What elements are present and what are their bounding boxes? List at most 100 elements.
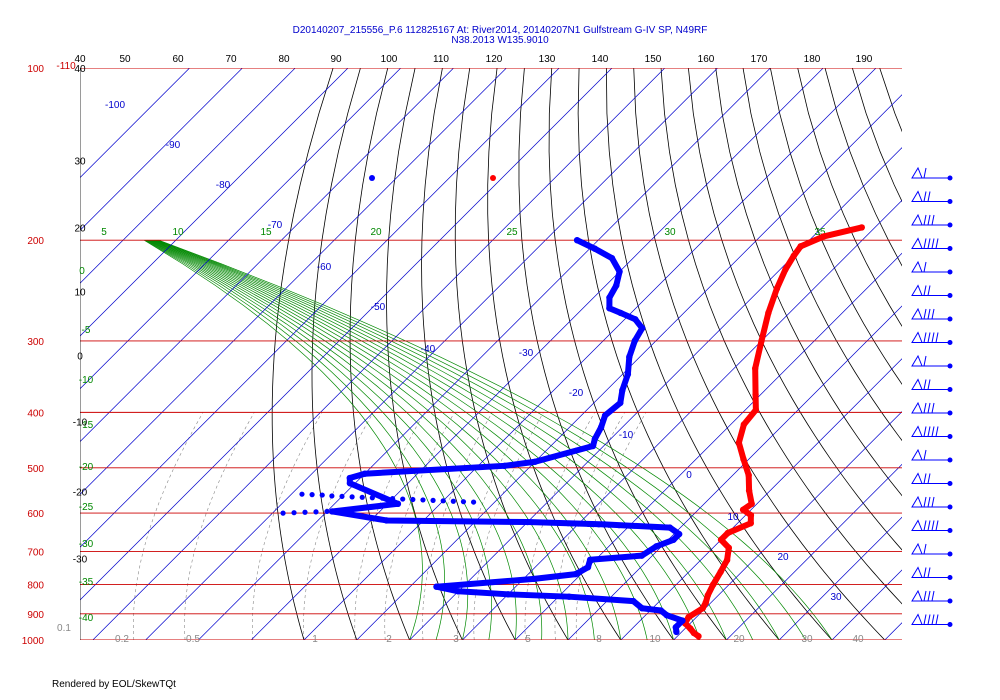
chart-subtitle: N38.2013 W135.9010 xyxy=(451,35,549,46)
wind-barb-flag xyxy=(931,214,935,226)
wind-barb-flag xyxy=(923,473,927,484)
moist-adiabat-label: -25 xyxy=(79,502,94,513)
mixing-ratio-label: 20 xyxy=(733,634,745,645)
wind-barb-flag xyxy=(923,191,927,202)
isotherm-label: -70 xyxy=(268,220,283,231)
wind-barb-flag xyxy=(923,238,927,249)
wind-barb-flag xyxy=(923,567,927,578)
wind-barb-flag xyxy=(927,379,931,390)
dewpoint-sparse-point xyxy=(626,523,632,529)
wind-barb xyxy=(911,378,953,392)
dewpoint-sparse-point xyxy=(450,498,456,504)
wind-barb-flag xyxy=(927,520,931,531)
dewpoint-sparse-point xyxy=(280,510,286,516)
left-axis-label: -20 xyxy=(73,487,88,498)
dewpoint-sparse-point xyxy=(389,496,396,502)
dewpoint-sparse-point xyxy=(596,522,602,528)
wind-barb-flag xyxy=(923,214,927,226)
dry-adiabat-label: 20 xyxy=(370,227,382,238)
wind-barb-pennant xyxy=(911,448,923,461)
dewpoint-sparse-point xyxy=(440,498,446,504)
wind-barb-flag xyxy=(923,449,927,461)
dewpoint-sparse-point xyxy=(410,496,416,503)
left-axis-label: 40 xyxy=(74,64,86,75)
pressure-tick-label: 300 xyxy=(27,337,44,348)
moist-adiabat-line xyxy=(144,239,446,640)
isotherm-line xyxy=(778,516,902,640)
chart-title: D20140207_215556_P.6 112825167 At: River… xyxy=(293,25,708,36)
wind-barb-pennant xyxy=(911,425,923,437)
isotherm-label: -10 xyxy=(619,430,634,441)
dewpoint-sparse-point xyxy=(349,494,355,500)
dry-adiabat-line xyxy=(548,68,727,640)
wind-barb-flag xyxy=(931,332,935,343)
wind-barb-flag xyxy=(923,332,927,343)
wind-barb-flag xyxy=(923,308,927,320)
top-temperature-tick: 170 xyxy=(751,54,768,65)
mixing-ratio-label: 3 xyxy=(453,634,459,645)
isotherm-line xyxy=(80,68,613,601)
wind-barb xyxy=(911,307,953,322)
wind-barb-dot xyxy=(947,575,953,580)
top-temperature-tick: 160 xyxy=(698,54,715,65)
pressure-tick-label: 500 xyxy=(27,464,44,475)
mixing-ratio-label: 0.2 xyxy=(115,634,129,645)
pressure-tick-label: 900 xyxy=(27,610,44,621)
mixing-ratio-label: 1 xyxy=(312,634,318,645)
wind-barb xyxy=(911,237,953,251)
moist-adiabat-line xyxy=(152,239,648,640)
wind-barb-flag xyxy=(927,332,931,343)
wind-barb-flag xyxy=(935,426,939,437)
top-temperature-tick: 150 xyxy=(645,54,662,65)
wind-barb-flag xyxy=(927,426,931,437)
dewpoint-sparse-point xyxy=(369,495,375,501)
dewpoint-sparse-point xyxy=(535,519,541,526)
top-temperature-tick: 120 xyxy=(486,54,503,65)
dewpoint-sparse-point xyxy=(309,492,315,498)
wind-barb-dot xyxy=(947,434,953,439)
wind-barb-flag xyxy=(923,402,927,414)
wind-barb xyxy=(911,213,953,228)
wind-barb-pennant xyxy=(911,589,923,602)
pressure-tick-label: 400 xyxy=(27,408,44,419)
moist-adiabat-label: -5 xyxy=(82,325,91,336)
dewpoint-sparse-point xyxy=(400,496,406,502)
isotherm-label: -100 xyxy=(105,100,125,111)
wind-barb-dot xyxy=(947,246,953,251)
dry-adiabat-label: 30 xyxy=(664,227,676,238)
wind-barb-dot xyxy=(947,175,953,181)
temperature-isolated-point xyxy=(490,175,496,181)
wind-barb xyxy=(911,354,953,369)
isotherm-line xyxy=(726,463,902,640)
dewpoint-sparse-point xyxy=(313,509,319,515)
wind-barb-flag xyxy=(927,214,931,226)
wind-barb-pennant xyxy=(911,284,923,296)
wind-barb-pennant xyxy=(911,519,923,531)
wind-barb xyxy=(911,495,953,510)
isotherm-label: -60 xyxy=(317,262,332,273)
wind-barb-pennant xyxy=(911,260,923,273)
dewpoint-sparse-point xyxy=(616,523,622,529)
wind-barb xyxy=(911,589,953,604)
wind-barb-dot xyxy=(947,504,953,510)
isotherm-line xyxy=(80,68,190,179)
wind-barb-pennant xyxy=(911,401,923,414)
wind-barb-pennant xyxy=(911,307,923,320)
wind-barb xyxy=(911,425,953,439)
isotherm-line xyxy=(198,68,771,640)
top-temperature-tick: 180 xyxy=(804,54,821,65)
wind-barb-flag xyxy=(935,238,939,249)
wind-barb-flag xyxy=(923,520,927,531)
isotherm-label: -40 xyxy=(421,344,436,355)
wind-barb-dot xyxy=(947,293,953,298)
pressure-tick-label: 800 xyxy=(27,581,44,592)
dewpoint-sparse-point xyxy=(329,493,335,499)
isotherm-line xyxy=(990,68,1000,640)
wind-barb-flag xyxy=(927,238,931,249)
isotherm-line xyxy=(80,68,454,443)
dewpoint-sparse-point xyxy=(524,519,531,525)
wind-barb-flag xyxy=(931,520,935,531)
wind-barb-flag xyxy=(931,308,935,320)
wind-barb-flag xyxy=(931,426,935,437)
